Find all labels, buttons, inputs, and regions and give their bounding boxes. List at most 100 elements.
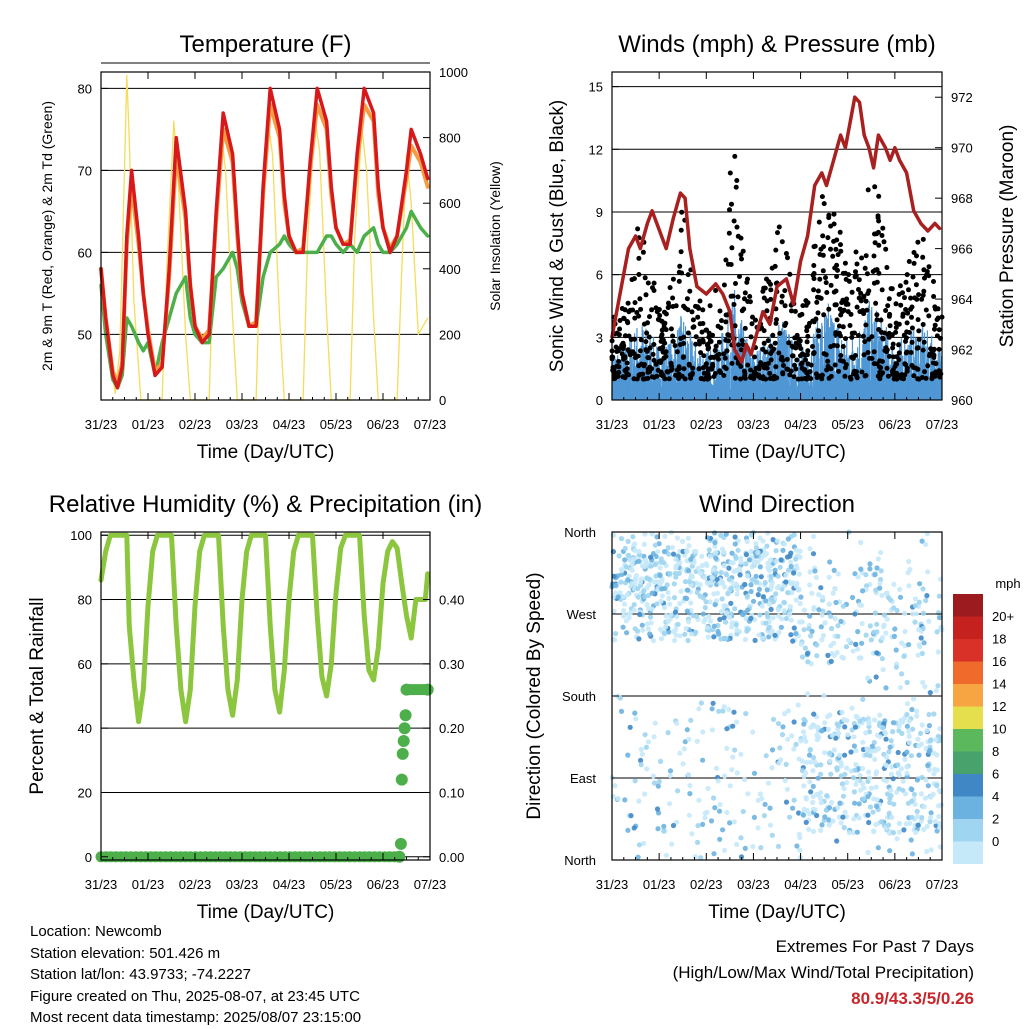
x-axis-title: Time (Day/UTC) xyxy=(197,902,335,923)
gust-point xyxy=(816,333,822,339)
direction-point xyxy=(782,777,788,784)
gust-point xyxy=(847,323,853,328)
gust-point xyxy=(783,251,789,256)
direction-point xyxy=(716,808,723,814)
x-tick-label: 31/23 xyxy=(85,877,118,892)
gust-point xyxy=(865,187,871,193)
direction-point xyxy=(625,752,631,758)
gust-point xyxy=(896,350,902,356)
direction-point xyxy=(636,558,642,564)
direction-point xyxy=(935,803,942,809)
direction-point xyxy=(735,547,741,553)
direction-point xyxy=(934,783,940,789)
direction-point xyxy=(643,744,650,750)
direction-point xyxy=(846,830,853,836)
direction-point xyxy=(819,612,825,618)
direction-point xyxy=(857,772,863,778)
direction-point xyxy=(927,690,933,696)
direction-point xyxy=(926,723,933,729)
gust-point xyxy=(662,340,668,346)
direction-point xyxy=(693,629,699,635)
gust-point xyxy=(821,244,827,250)
direction-point xyxy=(801,783,807,789)
direction-point xyxy=(724,745,730,752)
direction-point xyxy=(734,627,740,633)
direction-point xyxy=(710,700,716,706)
direction-point xyxy=(891,605,897,611)
gust-point xyxy=(721,351,727,357)
y-tick-label: 0 xyxy=(596,393,603,408)
gust-point xyxy=(785,366,791,372)
direction-point xyxy=(684,548,690,555)
gust-point xyxy=(757,363,763,369)
gust-point xyxy=(856,333,861,338)
direction-point xyxy=(674,819,680,825)
direction-point xyxy=(613,582,619,588)
direction-point xyxy=(623,618,629,624)
gust-point xyxy=(733,281,738,286)
direction-point xyxy=(867,623,873,629)
direction-point xyxy=(712,602,718,608)
gust-point xyxy=(748,334,754,340)
gust-point xyxy=(908,350,914,355)
direction-point xyxy=(661,549,668,555)
direction-point xyxy=(834,838,840,844)
gust-point xyxy=(769,349,775,354)
gust-point xyxy=(660,344,666,350)
gust-point xyxy=(879,359,885,364)
gust-point xyxy=(857,309,863,315)
direction-point xyxy=(890,729,896,735)
x-axis-title: Time (Day/UTC) xyxy=(197,442,335,463)
direction-point xyxy=(748,582,754,588)
direction-point xyxy=(738,559,744,565)
direction-point xyxy=(889,814,895,820)
direction-point xyxy=(757,612,763,618)
direction-point xyxy=(615,594,621,600)
gust-point xyxy=(772,340,778,346)
gust-point xyxy=(883,246,889,252)
direction-point xyxy=(689,831,695,837)
gust-point xyxy=(725,261,731,267)
direction-point xyxy=(819,728,825,734)
direction-point xyxy=(666,551,672,557)
direction-point xyxy=(672,570,679,577)
gust-point xyxy=(687,288,693,294)
direction-point xyxy=(697,582,703,588)
direction-point xyxy=(680,538,686,545)
x-tick-label: 05/23 xyxy=(831,877,864,892)
direction-point xyxy=(693,613,700,619)
direction-point xyxy=(674,720,680,727)
gust-point xyxy=(762,361,768,367)
gust-point xyxy=(704,327,709,333)
direction-point xyxy=(672,609,679,615)
direction-point xyxy=(736,566,743,572)
gust-point xyxy=(932,326,937,332)
x-tick-label: 05/23 xyxy=(320,417,353,432)
station-location: Location: Newcomb xyxy=(30,923,162,940)
gust-point xyxy=(748,367,753,373)
gust-point xyxy=(929,374,935,380)
direction-point xyxy=(632,548,638,554)
direction-point xyxy=(704,535,711,541)
direction-point xyxy=(928,810,934,816)
direction-point xyxy=(798,641,804,647)
direction-point xyxy=(796,586,802,593)
gust-point xyxy=(871,253,877,259)
gust-point xyxy=(768,287,774,293)
gust-point xyxy=(724,348,730,354)
gust-point xyxy=(932,322,938,328)
direction-point xyxy=(773,548,779,554)
direction-point xyxy=(745,626,751,633)
direction-point xyxy=(613,590,619,596)
direction-point xyxy=(860,739,866,745)
gust-point xyxy=(864,307,870,313)
gust-point xyxy=(736,342,742,348)
direction-point xyxy=(919,774,925,781)
direction-point xyxy=(700,821,706,828)
direction-point xyxy=(728,600,734,607)
direction-point xyxy=(640,627,646,633)
direction-point xyxy=(871,629,877,635)
direction-point xyxy=(612,783,618,789)
direction-point xyxy=(842,771,848,777)
direction-point xyxy=(663,613,669,619)
